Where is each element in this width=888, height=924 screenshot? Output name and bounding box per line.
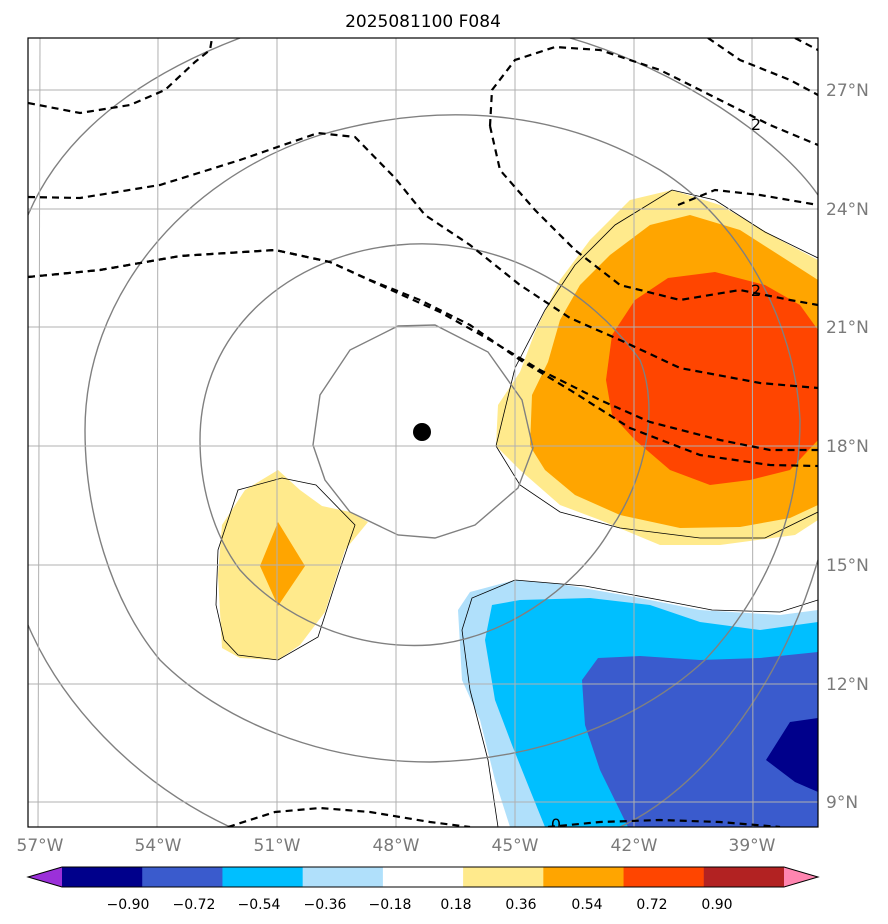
colorbar-segment xyxy=(543,867,625,887)
positive-anomaly-region-sw-core xyxy=(260,522,305,606)
dashed-contours xyxy=(28,38,818,827)
colorbar-segment xyxy=(463,867,544,887)
colorbar-label: −0.90 xyxy=(107,897,150,913)
colorbar-segment xyxy=(142,867,223,887)
gray-concentric-contours xyxy=(28,38,818,827)
colorbar-label: −0.36 xyxy=(304,897,347,913)
graticule xyxy=(28,38,818,827)
colorbar-labels: −0.90 −0.72 −0.54 −0.36 −0.18 0.18 0.36 … xyxy=(107,897,733,913)
x-tick-label: 48°W xyxy=(373,836,420,856)
colorbar-segment xyxy=(302,867,384,887)
colorbar-label: 0.36 xyxy=(505,897,536,913)
y-tick-label: 21°N xyxy=(826,318,869,338)
outline-contour-ne-lower xyxy=(495,445,818,539)
x-tick-label: 51°W xyxy=(254,836,301,856)
contour-label: 2 xyxy=(751,281,761,300)
outline-contour-sw xyxy=(215,477,356,661)
contour-label: 2 xyxy=(751,115,761,134)
storm-center-marker xyxy=(413,423,431,441)
x-tick-label: 45°W xyxy=(492,836,539,856)
colorbar-segment xyxy=(623,867,705,887)
x-tick-label: 57°W xyxy=(17,836,64,856)
colorbar-segment xyxy=(703,867,785,887)
map-title: 2025081100 F084 xyxy=(345,12,501,32)
colorbar-label: 0.90 xyxy=(701,897,732,913)
y-tick-label: 9°N xyxy=(826,793,858,813)
colorbar-segment xyxy=(382,867,464,887)
colorbar-label: 0.18 xyxy=(440,897,471,913)
y-tick-label: 15°N xyxy=(826,556,869,576)
colorbar-outline xyxy=(26,866,820,888)
colorbar-segment xyxy=(62,867,143,887)
positive-anomaly-region-core xyxy=(606,272,818,485)
colorbar-label: 0.72 xyxy=(636,897,667,913)
x-tick-label: 54°W xyxy=(135,836,182,856)
outline-contour-ne xyxy=(495,189,818,447)
colorbar-segment xyxy=(222,867,304,887)
y-tick-label: 27°N xyxy=(826,81,869,101)
y-tick-label: 18°N xyxy=(826,437,869,457)
map-plot-area: 2 2 0 xyxy=(28,38,818,834)
x-tick-label: 42°W xyxy=(611,836,658,856)
colorbar-segments xyxy=(28,867,818,887)
plot-frame xyxy=(27,37,819,828)
x-tick-labels: 57°W 54°W 51°W 48°W 45°W 42°W 39°W xyxy=(17,836,776,856)
y-tick-label: 12°N xyxy=(826,675,869,695)
colorbar-label: 0.54 xyxy=(571,897,602,913)
negative-anomaly-region-deepest xyxy=(766,718,818,792)
x-tick-label: 39°W xyxy=(729,836,776,856)
y-tick-labels: 27°N 24°N 21°N 18°N 15°N 12°N 9°N xyxy=(826,81,869,813)
colorbar-extend-max xyxy=(784,867,818,887)
colorbar-extend-min xyxy=(28,867,62,887)
colorbar: −0.90 −0.72 −0.54 −0.36 −0.18 0.18 0.36 … xyxy=(26,866,820,913)
colorbar-label: −0.18 xyxy=(369,897,412,913)
colorbar-label: −0.72 xyxy=(173,897,216,913)
colorbar-label: −0.54 xyxy=(238,897,281,913)
negative-anomaly-region-dark xyxy=(582,652,818,827)
contour-label: 0 xyxy=(551,815,561,834)
y-tick-label: 24°N xyxy=(826,200,869,220)
